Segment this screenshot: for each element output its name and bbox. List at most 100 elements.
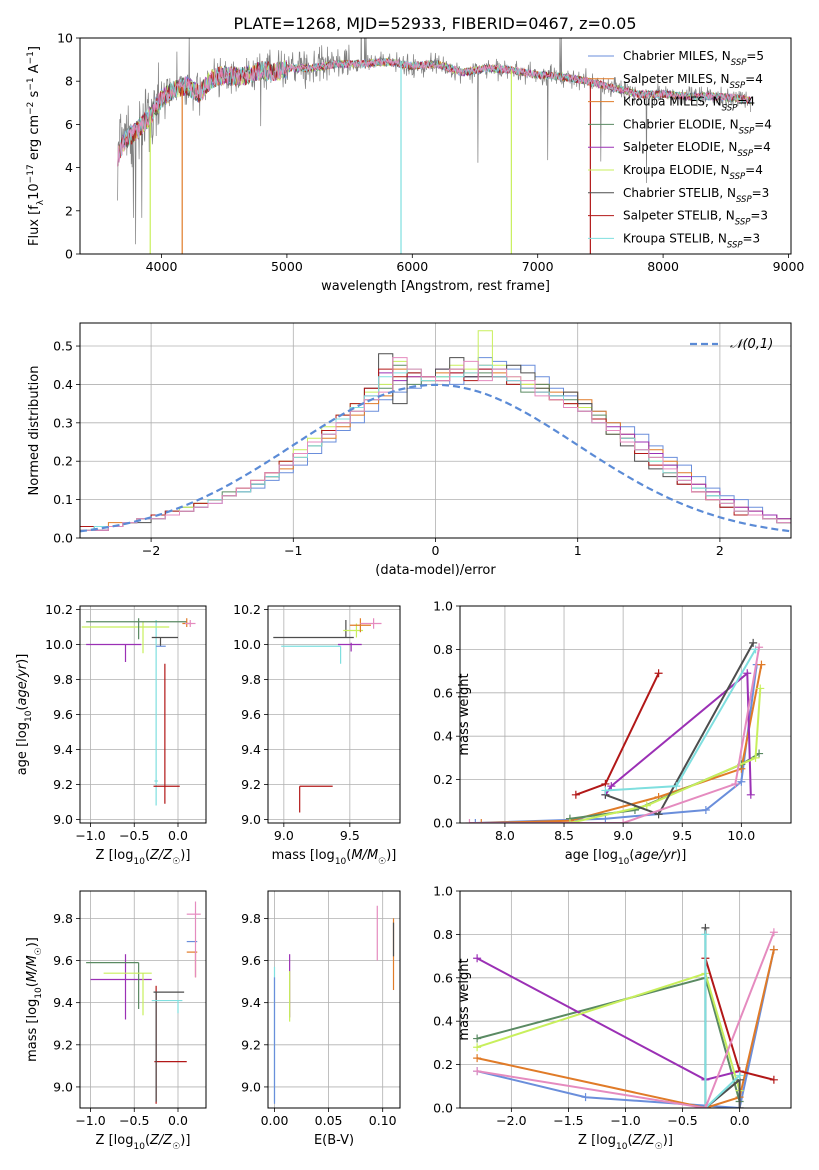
x-axis-label: (data-model)/error	[375, 563, 496, 578]
axes-frame	[79, 37, 792, 255]
y-tick-label: 9.0	[53, 812, 73, 827]
weight-line	[469, 647, 761, 823]
y-tick-label: 9.2	[241, 1037, 261, 1052]
weight-line	[476, 949, 775, 1108]
legend: Chabrier MILES, NSSP=5 Salpeter MILES, NS…	[588, 49, 772, 250]
y-tick-label: 9.6	[241, 953, 261, 968]
panel-mass_weight_vs_age: 8.0 8.5 9.0 9.5 10.0 0.0 0.2 0.4 0.6 0.8 1.0 age [l…	[433, 599, 792, 867]
x-tick-label: 0.10	[369, 1113, 397, 1128]
x-axis-label: E(B-V)	[314, 1133, 354, 1148]
weight-marker	[737, 777, 746, 786]
y-tick-label: 0.8	[433, 642, 453, 657]
y-tick-label: 10.2	[233, 602, 261, 617]
panel-residuals: −2 −1 0 1 2 0.0 0.1 0.2 0.3 0.4 0.5 𝒩(0,1) (data-mod…	[27, 322, 792, 578]
x-tick-label: −1.0	[75, 828, 105, 843]
y-tick-label: 0.0	[53, 531, 73, 546]
y-axis-label: age [log10(age/yr)]	[15, 654, 34, 776]
y-tick-label: 9.4	[241, 742, 261, 757]
x-tick-label: 9.0	[613, 828, 633, 843]
weight-marker	[757, 660, 766, 669]
y-tick-label: 9.6	[241, 707, 261, 722]
y-tick-label: 9.8	[53, 672, 73, 687]
x-tick-label: −1.0	[75, 1113, 105, 1128]
y-tick-label: 2	[65, 203, 73, 218]
weight-line	[605, 648, 757, 792]
weight-marker	[619, 819, 628, 823]
plot-area	[80, 330, 791, 538]
residual-histogram	[80, 364, 791, 538]
weight-marker	[701, 805, 710, 814]
y-tick-label: 1.0	[433, 884, 453, 899]
weight-marker	[701, 1104, 710, 1108]
y-tick-label: 9.4	[241, 995, 261, 1010]
x-tick-label: 6000	[396, 259, 428, 274]
x-axis-label: age [log10(age/yr)]	[565, 848, 687, 867]
x-tick-label: 0.0	[168, 1113, 188, 1128]
x-tick-label: 0.05	[315, 1113, 343, 1128]
y-tick-label: 9.6	[53, 707, 73, 722]
plot-area	[81, 618, 196, 806]
y-tick-label: 0.6	[433, 685, 453, 700]
x-tick-label: 8.0	[495, 828, 515, 843]
weight-marker	[473, 1034, 482, 1043]
weight-line	[476, 976, 741, 1102]
x-tick-label: 8.5	[554, 828, 574, 843]
y-tick-label: 0.0	[433, 1101, 453, 1116]
weight-marker	[769, 928, 778, 937]
axes-frame	[459, 605, 792, 824]
y-tick-label: 0.1	[53, 492, 73, 507]
weight-marker	[465, 819, 474, 823]
weight-marker	[749, 638, 758, 647]
panel-mass_weight_vs_Z: −2.0 −1.5 −1.0 −0.5 0.0 0.0 0.2 0.4 0.6 0.8 1.0 Z […	[433, 884, 792, 1152]
weight-marker	[571, 790, 580, 799]
weight-marker	[473, 1067, 482, 1076]
x-axis-label: wavelength [Angstrom, rest frame]	[321, 279, 550, 294]
y-tick-label: 9.8	[241, 672, 261, 687]
weight-marker	[477, 819, 486, 823]
weight-marker	[473, 954, 482, 963]
y-tick-label: 0.6	[433, 970, 453, 985]
y-tick-label: 0.2	[433, 1057, 453, 1072]
x-axis-label: Z [log10(Z/Z☉)]	[578, 1133, 673, 1152]
y-axis-label: Flux [fλ10−17 erg cm−2 s−1 A−1]	[26, 46, 46, 246]
legend-label: Chabrier STELIB, NSSP=3	[623, 186, 769, 205]
weight-marker	[601, 786, 610, 795]
y-tick-label: 6	[65, 117, 73, 132]
y-tick-label: 9.8	[241, 911, 261, 926]
x-tick-label: −1	[284, 543, 302, 558]
x-tick-label: −0.5	[667, 1113, 697, 1128]
y-tick-label: 0.2	[433, 772, 453, 787]
normal-curve	[80, 383, 791, 533]
y-tick-label: 0.2	[53, 454, 73, 469]
y-tick-label: 10	[57, 31, 73, 46]
plot-area	[465, 638, 766, 823]
legend-label: Kroupa STELIB, NSSP=3	[623, 231, 760, 250]
x-axis-label: Z [log10(Z/Z☉)]	[96, 1133, 191, 1152]
x-tick-label: 1	[574, 543, 582, 558]
panel-mass_vs_ebv: 0.00 0.05 0.10 9.0 9.2 9.4 9.6 9.8 E(B-V)	[241, 890, 401, 1148]
y-tick-label: 0.0	[433, 816, 453, 831]
plot-area	[473, 923, 778, 1108]
weight-line	[569, 688, 762, 823]
y-tick-label: 0.4	[433, 1014, 453, 1029]
weight-marker	[581, 1093, 590, 1102]
y-tick-label: 8	[65, 74, 73, 89]
legend-label: Salpeter STELIB, NSSP=3	[623, 209, 768, 228]
y-tick-label: 9.6	[53, 953, 73, 968]
x-tick-label: 9.0	[274, 828, 294, 843]
weight-marker	[751, 753, 760, 762]
weight-line	[476, 957, 740, 1081]
y-tick-label: 0.4	[433, 729, 453, 744]
x-tick-label: 5000	[271, 259, 303, 274]
legend-label: Kroupa MILES, NSSP=4	[623, 95, 755, 114]
y-axis-label: Normed distribution	[27, 366, 42, 496]
x-tick-label: −0.5	[119, 828, 149, 843]
y-tick-label: 4	[65, 160, 73, 175]
legend: 𝒩(0,1)	[690, 337, 773, 352]
residual-histogram	[80, 357, 791, 538]
x-tick-label: 9.5	[340, 828, 360, 843]
legend-label: Chabrier MILES, NSSP=5	[623, 49, 764, 68]
axes-frame	[79, 890, 207, 1109]
y-tick-label: 9.0	[241, 1079, 261, 1094]
x-tick-label: −1.0	[610, 1113, 640, 1128]
